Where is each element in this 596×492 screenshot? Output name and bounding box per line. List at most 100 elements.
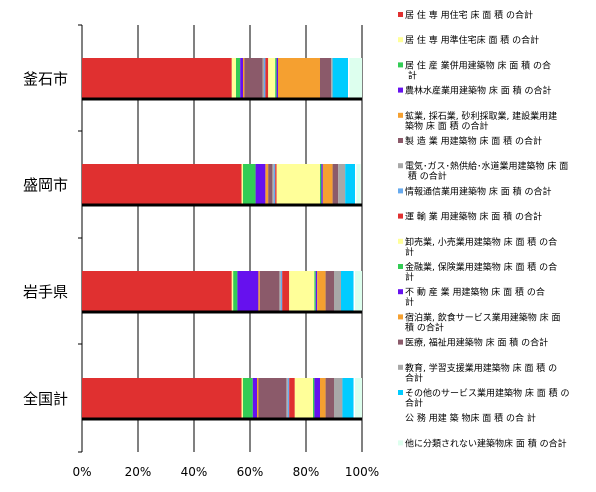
bar-segment — [243, 58, 245, 98]
bar-segment — [258, 271, 260, 311]
x-tick-label: 60% — [237, 465, 264, 479]
bar-segment — [334, 378, 343, 418]
bar-segment — [82, 164, 242, 204]
bar-segment — [287, 378, 290, 418]
bar-segment — [280, 271, 283, 311]
legend-swatch — [398, 12, 403, 17]
bar-segment — [294, 378, 313, 418]
bar-segment — [265, 58, 269, 98]
bar-segment — [257, 378, 259, 418]
legend-label: 卸売業, 小売業用建築物 床 面 積 の合計 — [405, 236, 557, 258]
bar-segment — [320, 164, 322, 204]
bar-segment — [355, 271, 362, 311]
bar-segment — [82, 378, 242, 418]
bar-segment — [320, 58, 332, 98]
bar-segment — [243, 164, 256, 204]
legend-label: 公 務 用建 築 物床 面 積 の合 計 — [405, 412, 536, 424]
bar-segment — [275, 164, 277, 204]
bar-segment — [321, 164, 323, 204]
legend-label: 医療, 福祉用建築物 床 面 積 の合計 — [405, 337, 548, 349]
legend-label: 居 住 専 用住宅 床 面 積 の合計 — [405, 9, 533, 21]
bar-segment — [237, 271, 259, 311]
bar-segment — [255, 164, 266, 204]
legend-swatch — [398, 415, 403, 421]
legend-label: 宿泊業, 飲食サービス業用建築物 床 面 積 の合計 — [405, 311, 563, 333]
legend-swatch — [398, 264, 403, 269]
legend-swatch — [398, 62, 403, 68]
legend-label: 教育, 学習支援業用建築物 床 面 積 の合計 — [405, 362, 557, 384]
bar-segment — [325, 271, 334, 311]
bar-segment — [236, 58, 241, 98]
legend-swatch — [398, 364, 403, 370]
bar-segment — [240, 58, 243, 98]
bar-segment — [348, 58, 350, 98]
bar-segment — [231, 58, 236, 98]
legend-swatch — [398, 213, 403, 219]
legend-label: 情報通信業用建築物 床 面 積 の合計 — [405, 185, 551, 197]
legend-swatch — [398, 87, 403, 93]
bar-segment — [353, 271, 355, 311]
legend-label: 電気･ガス･熱供給･水道業用建築物 床 面 積 の合計 — [405, 160, 568, 182]
legend-swatch — [398, 188, 403, 194]
category-label: 全国計 — [23, 390, 68, 408]
bar-segment — [320, 378, 326, 418]
legend-label: 農林水産業用建築物 床 面 積 の合計 — [405, 85, 551, 97]
bar-segment — [353, 378, 355, 418]
bar-segment — [241, 164, 243, 204]
bar-segment — [332, 58, 348, 98]
bar-segment — [349, 58, 362, 98]
legend-swatch — [398, 390, 403, 395]
legend-swatch — [398, 112, 403, 118]
bar-segment — [345, 164, 355, 204]
bar-segment — [276, 164, 320, 204]
bar-segment — [243, 378, 253, 418]
bar-segment — [314, 378, 320, 418]
bar-segment — [313, 378, 315, 418]
bar-segment — [315, 271, 318, 311]
x-tick-label: 40% — [181, 465, 208, 479]
bar-segment — [82, 271, 232, 311]
bar-segment — [332, 164, 339, 204]
bar-segment — [244, 58, 263, 98]
bar-segment — [342, 378, 354, 418]
bar-segment — [289, 271, 315, 311]
legend-swatch — [398, 440, 403, 446]
bar-segment — [279, 271, 281, 311]
bar-segment — [268, 164, 273, 204]
bar-segment — [259, 271, 280, 311]
legend-label: 鉱業, 採石業, 砂利採取業, 建設業用建築物 床 面 積 の合計 — [405, 110, 557, 132]
bar-segment — [258, 378, 287, 418]
legend-label: 運 輸 業 用建築物 床 面 積 の合計 — [405, 211, 542, 223]
x-tick-label: 100% — [345, 465, 379, 479]
legend-swatch — [398, 138, 403, 143]
legend-label: 金融業, 保険業用建築物 床 面 積 の合計 — [405, 261, 557, 283]
bar-segment — [273, 164, 276, 204]
bar-segment — [241, 378, 243, 418]
bar-segment — [82, 58, 232, 98]
bar-segment — [314, 271, 316, 311]
legend-swatch — [398, 314, 403, 320]
bar-segment — [275, 58, 277, 98]
bar-segment — [289, 378, 295, 418]
bar-segment — [325, 378, 334, 418]
bar-segment — [276, 58, 278, 98]
bar-segment — [252, 378, 257, 418]
bar-segment — [264, 58, 266, 98]
bar-segment — [265, 164, 269, 204]
bar-segment — [282, 271, 290, 311]
bar-segment — [317, 271, 326, 311]
bar-segment — [268, 58, 276, 98]
legend-label: 他に分類されない建築物床 面 積 の合計 — [405, 437, 567, 449]
legend-swatch — [398, 163, 403, 169]
x-tick-label: 80% — [293, 465, 320, 479]
bar-segment — [341, 271, 354, 311]
category-label: 釜石市 — [23, 70, 68, 88]
bar-segment — [286, 378, 288, 418]
legend-label: その他のサービス業用建築物 床 面 積 の合計 — [405, 387, 569, 409]
bar-segment — [355, 378, 362, 418]
legend-swatch — [398, 339, 403, 345]
bar-segment — [233, 271, 238, 311]
bar-segment — [331, 58, 333, 98]
bar-segment — [355, 164, 357, 204]
bar-segment — [322, 164, 333, 204]
